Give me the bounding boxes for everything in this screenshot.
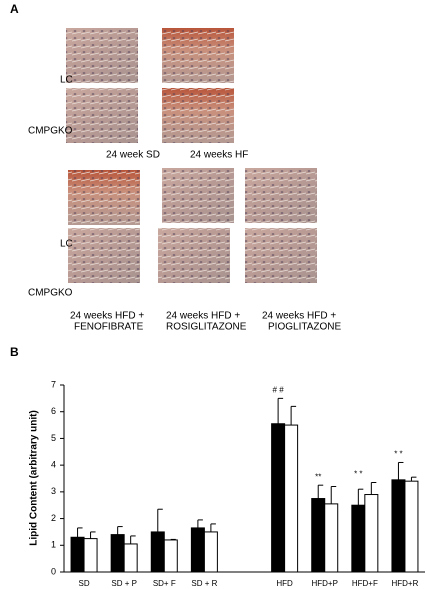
caption: 24 weeks HFD + — [166, 311, 240, 322]
bar — [271, 423, 286, 573]
x-tick-label: HFD+R — [391, 579, 418, 588]
micrographs — [66, 28, 317, 283]
caption: PIOGLITAZONE — [268, 322, 341, 333]
row-label: LC — [60, 239, 73, 250]
x-tick-label: HFD+F — [352, 579, 378, 588]
bar — [70, 536, 85, 573]
y-tick-label: 5 — [51, 433, 56, 443]
bar — [123, 543, 138, 573]
bar — [163, 539, 178, 573]
annotation: # # — [273, 385, 285, 394]
bar — [311, 498, 326, 573]
x-tick-label: HFD — [276, 579, 293, 588]
bar — [110, 534, 125, 573]
panel-label: A — [10, 2, 19, 16]
row-label: LC — [60, 75, 73, 86]
y-tick-label: 7 — [51, 379, 56, 389]
caption: 24 weeks HF — [190, 150, 248, 161]
bar — [364, 494, 379, 573]
y-tick-label: 1 — [51, 540, 56, 550]
x-tick-label: SD — [78, 579, 89, 588]
x-tick-label: SD + P — [111, 579, 137, 588]
caption: FENOFIBRATE — [74, 322, 144, 333]
bar — [190, 527, 205, 573]
y-tick-label: 4 — [51, 460, 56, 470]
caption: 24 week SD — [106, 150, 160, 161]
annotation: * * — [394, 450, 402, 459]
x-tick-label: SD+ F — [153, 579, 176, 588]
row-label: CMPGKO — [28, 288, 73, 299]
y-tick-label: 6 — [51, 406, 56, 416]
caption: 24 weeks HFD + — [70, 311, 144, 322]
annotation: * * — [354, 470, 362, 479]
x-tick-label: SD + R — [191, 579, 217, 588]
annotation: ** — [315, 472, 321, 481]
bar — [351, 504, 366, 573]
x-tick-label: HFD+P — [311, 579, 337, 588]
bar — [284, 424, 299, 573]
bar — [404, 480, 419, 573]
caption: 24 weeks HFD + — [262, 311, 336, 322]
bar — [391, 479, 406, 573]
bar — [150, 531, 165, 573]
y-tick-label: 2 — [51, 513, 56, 523]
caption: ROSIGLITAZONE — [166, 322, 247, 333]
bar — [324, 503, 339, 573]
y-axis-title: Lipid Content (arbitrary unit) — [29, 410, 40, 546]
y-tick-label: 3 — [51, 486, 56, 496]
row-label: CMPGKO — [28, 126, 73, 137]
bar — [203, 531, 218, 573]
panel-label: B — [10, 345, 19, 359]
y-tick-label: 0 — [51, 566, 56, 576]
bar — [83, 538, 98, 573]
